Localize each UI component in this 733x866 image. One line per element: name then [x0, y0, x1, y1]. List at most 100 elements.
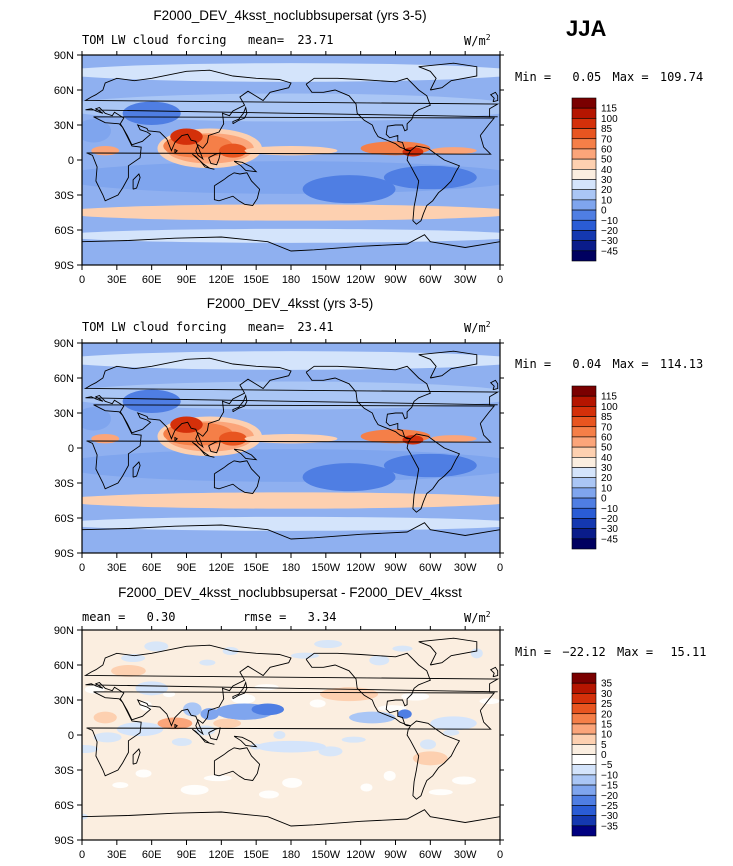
- colorbar-label: −45: [601, 246, 618, 257]
- x-tick-label: 120E: [208, 274, 234, 286]
- colorbar-label: 85: [601, 412, 613, 423]
- colorbar-label: −10: [601, 216, 618, 227]
- colorbar-label: 0: [601, 494, 607, 505]
- colorbar-label: 35: [601, 679, 613, 690]
- field-patch: [254, 684, 279, 691]
- x-tick-label: 60E: [142, 274, 162, 286]
- y-tick-label: 30N: [54, 120, 74, 132]
- panel-2-max-label: Max =: [612, 357, 649, 371]
- field-patch: [171, 738, 192, 746]
- panel-2-minmax: Min = 0.04 Max = 114.13: [515, 357, 703, 371]
- y-tick-label: 90S: [54, 835, 74, 847]
- x-tick-label: 90E: [177, 274, 197, 286]
- field-patch: [180, 784, 209, 795]
- coastline: [83, 644, 500, 736]
- coastline: [174, 723, 178, 729]
- coastline: [418, 637, 478, 666]
- panel-2-mean-label: mean=: [248, 320, 285, 334]
- colorbar-swatch: [571, 794, 597, 806]
- panel-3-minmax: Min = −22.12 Max = 15.11: [515, 645, 706, 659]
- x-tick-label: 180: [282, 274, 300, 286]
- panel-1-units-exp: 2: [485, 33, 491, 42]
- coastline: [82, 522, 500, 540]
- coastline: [233, 735, 258, 748]
- panel-1-max-value: 109.74: [659, 70, 704, 84]
- field-contour: [82, 119, 112, 143]
- colorbar-swatch: [571, 723, 597, 735]
- x-tick-label: 30E: [107, 562, 127, 574]
- colorbar-label: 115: [601, 392, 617, 403]
- colorbar-label: 70: [601, 422, 613, 433]
- colorbar-label: −35: [601, 821, 618, 832]
- coastline: [86, 404, 496, 490]
- field-contour: [256, 740, 326, 753]
- field-patch: [282, 777, 303, 788]
- x-tick-label: 90E: [177, 562, 197, 574]
- field-contour: [135, 681, 168, 696]
- field-patch: [309, 699, 326, 708]
- panel-1-units: W/m2: [464, 33, 491, 48]
- coastline: [418, 62, 478, 91]
- field-contour: [302, 175, 396, 204]
- panel-1-mean-value: 23.71: [297, 33, 334, 47]
- coastline: [192, 728, 215, 745]
- panel-1-mean-label: mean=: [248, 33, 285, 47]
- colorbar-swatch: [571, 713, 597, 725]
- y-tick-label: 90N: [54, 625, 74, 637]
- colorbar-label: −20: [601, 791, 618, 802]
- field-patch: [135, 769, 152, 778]
- coastline: [132, 173, 141, 190]
- colorbar-label: 100: [601, 114, 618, 125]
- field-contour: [383, 165, 477, 190]
- field-patch: [378, 705, 407, 712]
- field-patch: [392, 645, 413, 652]
- colorbar-label: −30: [601, 524, 618, 535]
- x-tick-label: 120E: [208, 849, 234, 861]
- panel-3-units-exp: 2: [485, 610, 491, 619]
- panel-3-max-value: 15.11: [670, 645, 707, 659]
- field-patch: [93, 732, 122, 743]
- colorbar-label: 0: [601, 750, 607, 761]
- field-contour: [200, 708, 220, 720]
- y-tick-label: 90S: [54, 260, 74, 272]
- field-contour: [383, 453, 477, 478]
- colorbar-label: 20: [601, 185, 613, 196]
- field-contour: [82, 161, 500, 194]
- colorbar-label: 40: [601, 165, 613, 176]
- coastline: [418, 350, 478, 379]
- x-tick-label: 150W: [311, 849, 340, 861]
- x-tick-label: 30W: [454, 849, 477, 861]
- y-tick-label: 30S: [54, 478, 74, 490]
- colorbar-label: −20: [601, 514, 618, 525]
- coastline: [83, 69, 500, 161]
- colorbar-label: 70: [601, 134, 613, 145]
- coastline: [406, 145, 461, 225]
- coastline: [213, 460, 261, 494]
- colorbar-swatch: [571, 672, 597, 684]
- coastline: [82, 234, 500, 252]
- panel-2-variable: TOM LW cloud forcing: [82, 320, 227, 334]
- field-contour: [412, 751, 448, 766]
- panel-3-mean: mean = 0.30: [82, 610, 176, 624]
- panel-1-min-label: Min =: [515, 70, 552, 84]
- colorbar-label: −25: [601, 801, 618, 812]
- panel-1-max-label: Max =: [612, 70, 649, 84]
- x-tick-label: 30W: [454, 562, 477, 574]
- colorbar-label: 30: [601, 463, 613, 474]
- colorbar-label: 10: [601, 483, 613, 494]
- field-patch: [420, 739, 437, 750]
- field-patch: [273, 731, 286, 739]
- coastline: [233, 160, 258, 173]
- panel-2-title: F2000_DEV_4ksst (yrs 3-5): [206, 296, 374, 311]
- coastline: [208, 440, 221, 454]
- y-tick-label: 90N: [54, 338, 74, 350]
- x-tick-label: 90W: [384, 562, 407, 574]
- x-tick-label: 60E: [142, 562, 162, 574]
- field-patch: [290, 652, 319, 659]
- y-tick-label: 60S: [54, 225, 74, 237]
- field-contour: [244, 146, 338, 156]
- colorbar-label: −5: [601, 760, 613, 771]
